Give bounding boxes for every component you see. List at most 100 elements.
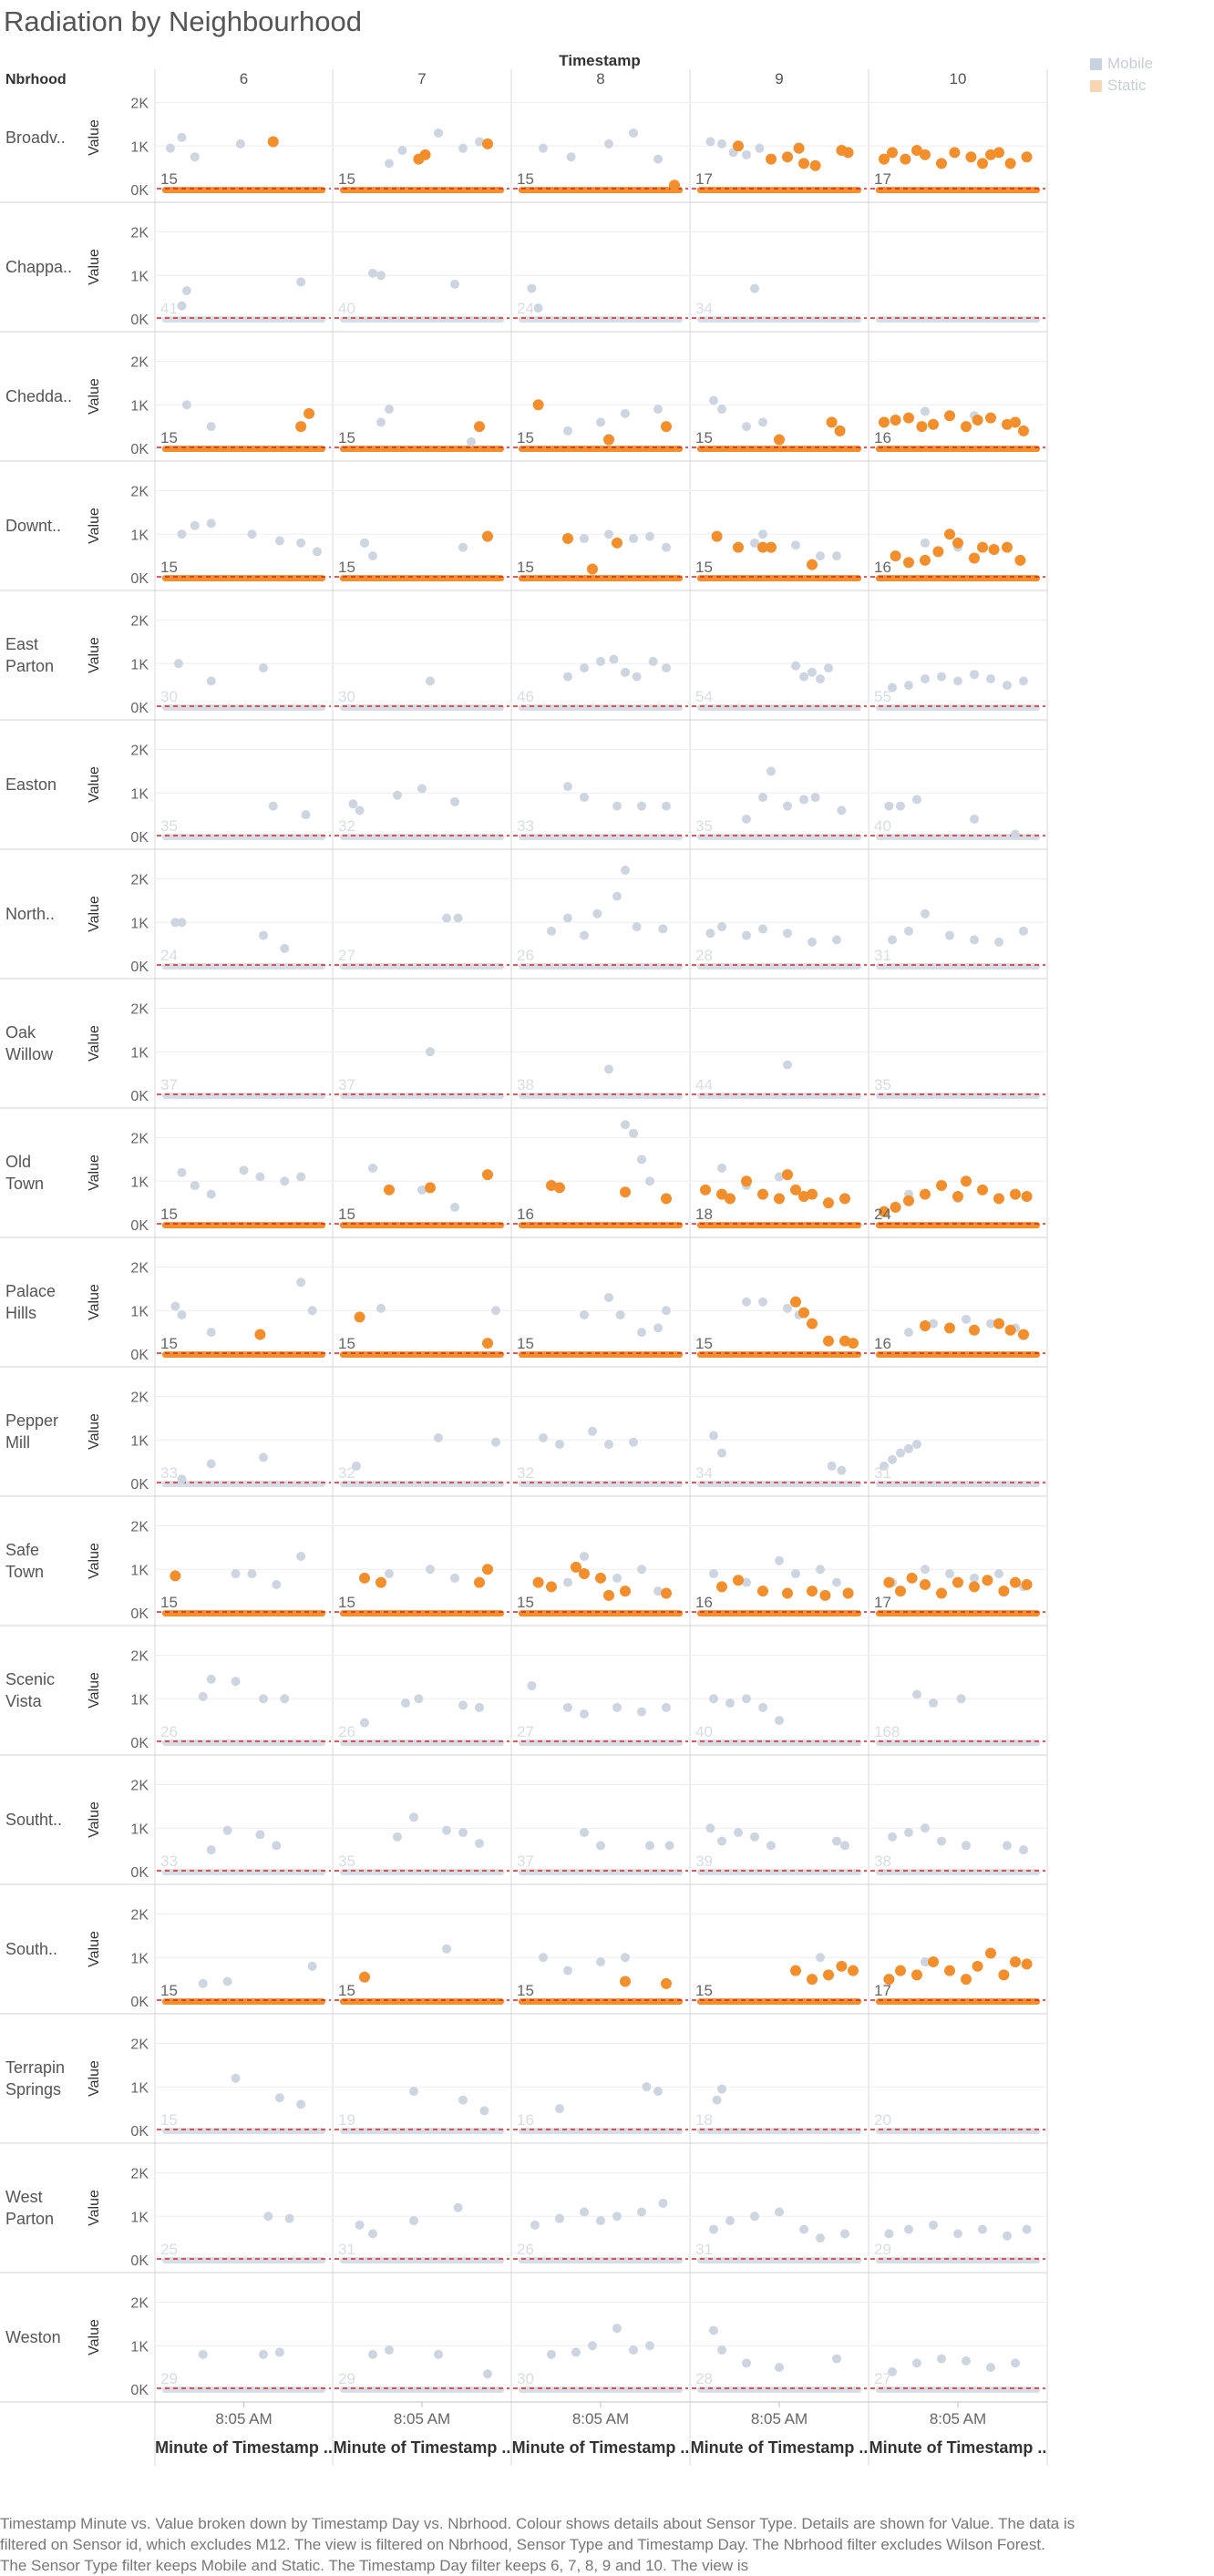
mobile-point-0-2-0 [539, 143, 548, 153]
static-point-11-3-1 [733, 1575, 744, 1586]
static-point-9-4-2 [969, 1324, 980, 1336]
row-label-9-line-0: Palace [5, 1282, 56, 1300]
column-label-9: 9 [775, 70, 783, 87]
y-axis-label-13: Value [87, 1801, 102, 1838]
mobile-point-2-2-2 [621, 408, 630, 418]
count-label-7-3: 44 [695, 1076, 713, 1093]
mobile-point-13-4-4 [962, 1841, 971, 1851]
legend-item-static[interactable]: Static [1090, 75, 1153, 97]
static-band-14-1 [340, 1998, 504, 2005]
static-point-8-1-1 [425, 1182, 436, 1194]
mobile-point-3-2-2 [629, 534, 638, 544]
static-point-2-4-8 [985, 412, 996, 424]
static-band-0-4 [876, 187, 1040, 193]
mobile-point-6-2-1 [563, 913, 572, 923]
mobile-band-12-0 [162, 1740, 325, 1746]
count-label-4-2: 46 [517, 688, 534, 705]
mobile-point-9-1-0 [376, 1303, 386, 1313]
mobile-point-6-2-4 [612, 891, 622, 901]
mobile-point-11-2-2 [612, 1573, 622, 1583]
count-label-0-0: 15 [160, 170, 178, 188]
mobile-point-6-2-2 [580, 930, 589, 940]
static-point-11-2-3 [579, 1568, 590, 1580]
mobile-point-14-0-0 [198, 1978, 208, 1988]
mobile-point-6-2-3 [592, 908, 602, 919]
static-point-0-4-11 [1004, 158, 1016, 169]
y-tick-1-2K: 2K [130, 226, 149, 241]
y-tick-15-0K: 0K [130, 2124, 149, 2140]
legend-item-mobile[interactable]: Mobile [1090, 53, 1153, 75]
y-tick-2-1K: 1K [130, 398, 149, 414]
y-tick-0-2K: 2K [130, 97, 149, 112]
mobile-point-1-0-0 [181, 285, 191, 295]
mobile-band-6-0 [162, 963, 325, 970]
static-band-0-2 [519, 187, 683, 193]
mobile-point-1-2-1 [533, 303, 543, 313]
static-point-0-1-1 [419, 149, 431, 160]
mobile-point-7-3-0 [783, 1060, 792, 1070]
mobile-band-15-0 [162, 2128, 325, 2134]
mobile-point-2-1-2 [467, 436, 476, 446]
static-point-2-2-1 [603, 434, 614, 446]
mobile-point-5-4-1 [896, 801, 905, 811]
static-point-2-1-0 [474, 421, 485, 433]
mobile-point-1-3-0 [750, 283, 759, 293]
mobile-point-5-4-2 [912, 795, 921, 805]
mobile-point-16-2-5 [637, 2207, 646, 2217]
mobile-point-4-0-1 [206, 676, 216, 686]
mobile-point-10-0-2 [177, 1474, 187, 1484]
count-label-9-4: 16 [874, 1335, 891, 1352]
y-axis-label-11: Value [87, 1543, 102, 1579]
count-label-13-1: 35 [338, 1852, 355, 1870]
mobile-band-5-3 [697, 834, 861, 840]
count-label-12-2: 27 [517, 1723, 534, 1740]
y-tick-5-0K: 0K [130, 830, 149, 846]
mobile-point-9-0-0 [170, 1301, 180, 1311]
mobile-band-13-4 [876, 1869, 1040, 1875]
count-label-0-3: 17 [695, 170, 713, 188]
mobile-point-2-4-0 [921, 406, 930, 416]
static-point-14-4-9 [1010, 1956, 1021, 1968]
mobile-point-16-3-2 [750, 2212, 759, 2222]
count-label-11-2: 15 [517, 1594, 534, 1611]
mobile-point-16-3-1 [725, 2216, 735, 2226]
mobile-point-12-0-0 [198, 1691, 208, 1701]
static-band-2-4 [876, 446, 1040, 452]
mobile-point-13-2-1 [596, 1841, 605, 1851]
mobile-point-5-1-1 [355, 806, 365, 816]
mobile-point-17-4-1 [912, 2358, 921, 2368]
static-point-8-4-7 [977, 1184, 988, 1196]
static-point-2-4-1 [890, 414, 901, 426]
mobile-point-3-0-0 [177, 529, 187, 539]
mobile-point-5-1-0 [348, 799, 358, 809]
mobile-point-17-1-1 [385, 2345, 394, 2355]
x-axis-label-0: Minute of Timestamp .. [155, 2438, 333, 2457]
mobile-point-17-0-0 [198, 2349, 208, 2359]
mobile-point-6-4-1 [904, 926, 913, 936]
mobile-point-0-3-4 [755, 143, 765, 153]
mobile-point-3-0-3 [247, 529, 257, 539]
mobile-point-4-2-3 [609, 654, 619, 664]
mobile-point-2-0-0 [181, 400, 191, 410]
mobile-point-17-2-1 [571, 2347, 581, 2357]
static-band-11-4 [876, 1610, 1040, 1616]
row-label-16-line-0: West [5, 2188, 43, 2206]
mobile-point-10-3-3 [837, 1465, 847, 1475]
static-point-11-2-1 [546, 1581, 557, 1593]
mobile-point-10-1-0 [434, 1432, 443, 1442]
mobile-band-16-2 [519, 2257, 683, 2263]
row-label-15-line-1: Springs [5, 2080, 61, 2099]
mobile-band-6-3 [697, 963, 861, 970]
static-point-2-4-7 [972, 414, 983, 426]
mobile-point-6-1-0 [442, 913, 451, 923]
y-axis-label-4: Value [87, 637, 102, 673]
mobile-band-1-3 [697, 316, 861, 323]
count-label-17-4: 27 [874, 2370, 891, 2387]
mobile-point-4-2-2 [596, 656, 605, 666]
count-label-10-1: 32 [338, 1464, 355, 1482]
static-point-9-4-0 [920, 1319, 931, 1331]
mobile-point-16-2-4 [612, 2212, 622, 2222]
mobile-band-5-0 [162, 834, 325, 840]
count-label-10-4: 31 [874, 1464, 891, 1482]
mobile-point-11-4-4 [994, 1569, 1003, 1579]
